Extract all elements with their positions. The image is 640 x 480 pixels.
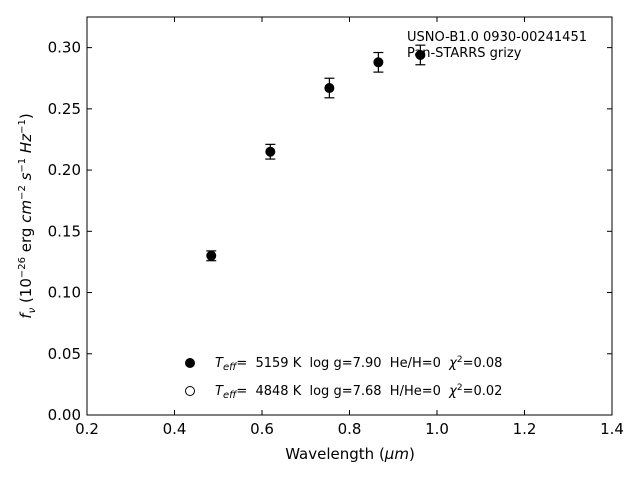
data-point [206,250,217,262]
annotation-star-id: USNO-B1.0 0930-00241451 [407,30,587,45]
data-point [373,51,384,73]
x-tick-label: 0.8 [338,420,362,438]
y-tick-label: 0.15 [48,222,81,240]
x-tick-label: 0.2 [75,420,99,438]
data-points [206,44,426,262]
annotation-survey: Pan-STARRS grizy [407,46,522,61]
x-axis-ticks: 0.2 0.4 0.6 0.8 1.0 1.2 1.4 [75,17,624,438]
y-label-f: f [17,311,35,319]
y-label-exp3: −1 [17,158,28,173]
y-label-exp1: −26 [17,257,28,278]
x-axis-label-unit: μm [384,445,409,463]
legend-marker-filled [185,358,195,368]
legend-marker-open [185,386,195,396]
x-tick-label: 0.4 [163,420,187,438]
legend-1-eff: eff [223,362,238,373]
y-label-nu: ν [27,307,38,313]
data-marker [206,250,217,261]
x-tick-label: 1.4 [600,420,624,438]
y-label-s: s [17,172,35,185]
legend-entry-1: Teff= 5159 K log g=7.90 He/H=0 χ2=0.08 [215,355,502,373]
data-point [324,77,335,99]
y-axis-label: fν (10−26 erg cm−2 s−1 Hz−1) [17,113,38,318]
y-label-exp4: −1 [17,119,28,134]
y-label-cm: cm [17,200,35,223]
y-axis-ticks: 0.00 0.05 0.10 0.15 0.20 0.25 0.30 [48,39,612,424]
legend-2-value: = 4848 K log g=7.68 H/He=0 [236,384,449,399]
legend-1-value: = 5159 K log g=7.90 He/H=0 [236,356,449,371]
legend-2-eff: eff [223,390,238,401]
x-axis-label-prefix: Wavelength ( [285,445,385,463]
legend-entry-2: Teff= 4848 K log g=7.68 H/He=0 χ2=0.02 [215,383,502,401]
legend-1-T: T [215,356,224,371]
data-marker [373,57,384,68]
legend-1-chi-exp: 2 [457,355,463,365]
y-label-close: ) [17,113,35,119]
data-point [265,143,276,160]
x-axis-label-suffix: ) [409,445,415,463]
legend-2-chi: χ [448,384,458,399]
legend: Teff= 5159 K log g=7.90 He/H=0 χ2=0.08 T… [185,355,502,401]
y-tick-label: 0.30 [48,39,81,57]
y-label-erg: erg [17,223,35,257]
data-marker [265,146,276,157]
y-tick-label: 0.05 [48,345,81,363]
y-tick-label: 0.20 [48,161,81,179]
data-point [415,44,426,66]
legend-1-chi-value: =0.08 [463,356,503,371]
legend-1-chi: χ [448,356,458,371]
data-marker [415,49,426,60]
x-tick-label: 0.6 [250,420,274,438]
y-tick-label: 0.25 [48,100,81,118]
data-marker [324,83,335,94]
x-axis-label: Wavelength (μm) [285,445,415,463]
y-tick-label: 0.10 [48,284,81,302]
x-tick-label: 1.2 [513,420,537,438]
y-label-open: (10 [17,278,35,308]
legend-2-chi-value: =0.02 [463,384,503,399]
x-tick-label: 1.0 [425,420,449,438]
legend-2-chi-exp: 2 [457,383,463,393]
y-label-hz: Hz [17,133,35,153]
legend-2-T: T [215,384,224,399]
y-tick-label: 0.00 [48,406,81,424]
y-label-exp2: −2 [17,185,28,200]
